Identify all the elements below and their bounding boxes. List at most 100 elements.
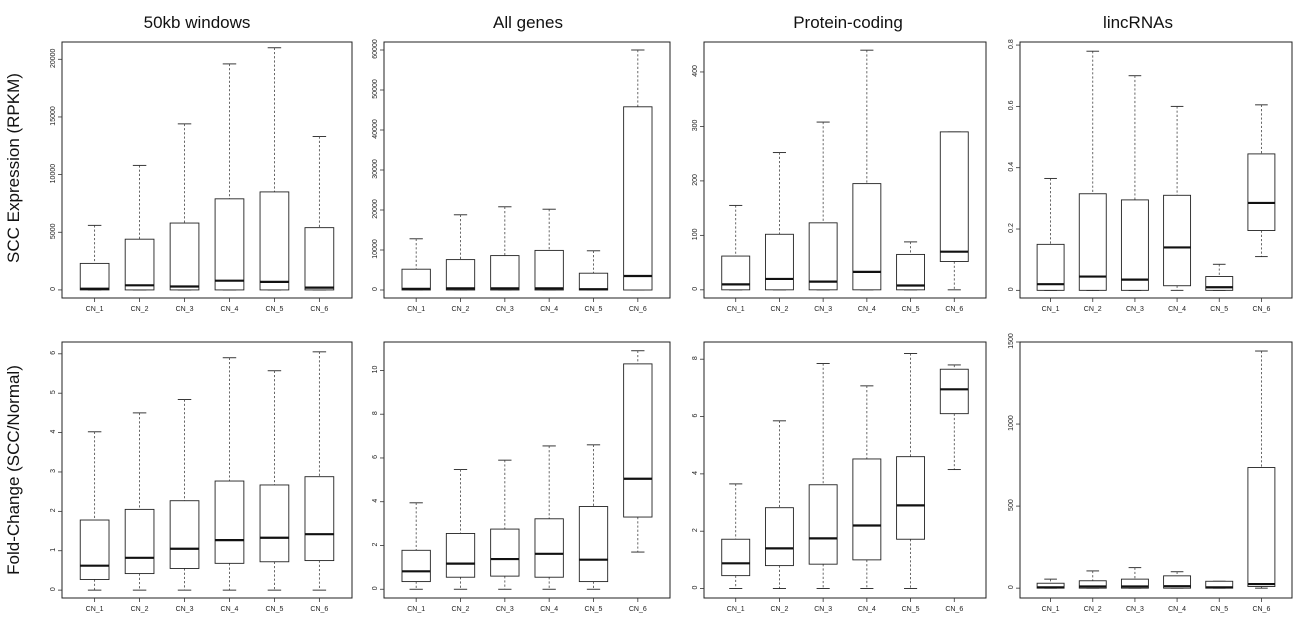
box-iqr bbox=[1247, 153, 1276, 232]
box-iqr bbox=[79, 519, 110, 580]
y-tick-label: 0.6 bbox=[1008, 100, 1015, 110]
y-tick-label: 10000 bbox=[50, 164, 57, 184]
plot-frame bbox=[383, 341, 671, 599]
x-tick-label: CN_3 bbox=[1126, 306, 1144, 313]
x-tick-label: CN_1 bbox=[727, 306, 745, 313]
box-iqr bbox=[1247, 467, 1276, 587]
y-tick-label: 0 bbox=[372, 586, 379, 590]
box-CN_5 bbox=[578, 444, 609, 590]
x-tick-label: CN_2 bbox=[452, 306, 470, 313]
y-tick-label: 100 bbox=[692, 228, 699, 240]
box-iqr bbox=[259, 484, 290, 563]
box-CN_1 bbox=[79, 224, 110, 291]
box-CN_3 bbox=[1120, 567, 1149, 589]
x-tick-label: CN_2 bbox=[1084, 606, 1102, 613]
x-tick-label: CN_1 bbox=[407, 606, 425, 613]
y-tick-label: 1 bbox=[50, 548, 57, 552]
box-CN_6 bbox=[623, 350, 653, 553]
x-tick-label: CN_5 bbox=[265, 606, 283, 613]
box-iqr bbox=[896, 253, 926, 291]
box-CN_3 bbox=[808, 121, 838, 291]
y-tick-label: 0 bbox=[692, 287, 699, 291]
y-tick-label: 0.4 bbox=[1008, 162, 1015, 172]
plot-frame bbox=[1019, 41, 1293, 299]
panel-6: 0 2 4 6 8 10 CN_1 CN_2 CN_3 CN_4 CN_5 CN_6 bbox=[372, 341, 671, 613]
box-iqr bbox=[896, 456, 926, 540]
box-CN_5 bbox=[259, 370, 290, 591]
x-tick-label: CN_5 bbox=[902, 306, 920, 313]
x-tick-label: CN_2 bbox=[131, 306, 149, 313]
y-tick-label: 6 bbox=[50, 351, 57, 355]
box-iqr bbox=[401, 549, 431, 583]
x-tick-label: CN_4 bbox=[540, 606, 558, 613]
y-tick-label: 50000 bbox=[372, 79, 379, 99]
box-iqr bbox=[939, 131, 969, 262]
panel-7: 0 2 4 6 8 CN_1 CN_2 CN_3 CN_4 CN_5 CN_6 bbox=[692, 341, 987, 613]
box-CN_2 bbox=[445, 214, 476, 291]
y-tick-label: 0 bbox=[50, 287, 57, 291]
box-iqr bbox=[1163, 194, 1192, 287]
y-tick-label: 40000 bbox=[372, 119, 379, 139]
box-CN_2 bbox=[124, 412, 155, 591]
y-tick-label: 5 bbox=[50, 390, 57, 394]
plot-frame bbox=[61, 341, 353, 599]
x-tick-label: CN_4 bbox=[540, 306, 558, 313]
box-CN_2 bbox=[445, 469, 476, 590]
x-tick-label: CN_4 bbox=[858, 606, 876, 613]
box-CN_5 bbox=[896, 353, 926, 589]
box-iqr bbox=[721, 538, 751, 577]
x-tick-label: CN_3 bbox=[1126, 606, 1144, 613]
y-tick-label: 10 bbox=[372, 365, 379, 373]
y-tick-label: 10000 bbox=[372, 239, 379, 259]
box-CN_3 bbox=[1120, 75, 1149, 291]
x-tick-label: CN_2 bbox=[770, 306, 788, 313]
x-tick-label: CN_6 bbox=[1252, 606, 1270, 613]
x-tick-label: CN_2 bbox=[770, 606, 788, 613]
box-CN_3 bbox=[169, 123, 200, 291]
y-tick-label: 1000 bbox=[1008, 415, 1015, 431]
box-CN_3 bbox=[490, 459, 520, 590]
row-label-fold-change: Fold-Change (SCC/Normal) bbox=[4, 365, 23, 575]
x-tick-label: CN_3 bbox=[176, 606, 194, 613]
y-tick-label: 15000 bbox=[50, 106, 57, 126]
x-tick-label: CN_4 bbox=[221, 606, 239, 613]
box-iqr bbox=[764, 233, 794, 291]
plot-frame bbox=[703, 341, 987, 599]
y-tick-label: 30000 bbox=[372, 159, 379, 179]
box-CN_4 bbox=[852, 385, 882, 589]
y-tick-label: 4 bbox=[692, 471, 699, 475]
x-tick-label: CN_4 bbox=[1168, 306, 1186, 313]
x-tick-label: CN_6 bbox=[310, 306, 328, 313]
x-tick-label: CN_6 bbox=[310, 606, 328, 613]
x-tick-label: CN_3 bbox=[176, 306, 194, 313]
y-tick-label: 0 bbox=[372, 287, 379, 291]
column-title-50kb-windows: 50kb windows bbox=[144, 13, 251, 32]
box-iqr bbox=[578, 272, 609, 291]
y-tick-label: 6 bbox=[692, 413, 699, 417]
box-iqr bbox=[1120, 578, 1149, 589]
box-iqr bbox=[534, 518, 564, 578]
box-CN_2 bbox=[124, 164, 155, 291]
box-CN_1 bbox=[401, 502, 431, 590]
plot-frame bbox=[1019, 341, 1293, 599]
box-iqr bbox=[169, 500, 200, 569]
box-CN_4 bbox=[214, 63, 245, 291]
x-tick-label: CN_5 bbox=[902, 606, 920, 613]
x-tick-label: CN_4 bbox=[858, 306, 876, 313]
box-iqr bbox=[1036, 243, 1065, 291]
box-CN_2 bbox=[764, 152, 794, 291]
x-tick-label: CN_3 bbox=[496, 606, 514, 613]
y-tick-label: 8 bbox=[692, 356, 699, 360]
box-iqr bbox=[623, 363, 653, 518]
x-tick-label: CN_6 bbox=[945, 606, 963, 613]
box-CN_1 bbox=[721, 204, 751, 291]
box-CN_5 bbox=[578, 250, 609, 291]
box-CN_6 bbox=[939, 364, 969, 471]
panel-5: 0 1 2 3 4 5 6 CN_1 CN_2 CN_3 CN_4 CN_5 CN_6 bbox=[50, 341, 353, 613]
y-tick-label: 2 bbox=[50, 508, 57, 512]
box-CN_2 bbox=[1078, 570, 1107, 589]
x-tick-label: CN_5 bbox=[585, 606, 603, 613]
panel-2: 0 10000 20000 30000 40000 50000 60000 CN_1 CN_2 C… bbox=[372, 39, 671, 313]
box-iqr bbox=[808, 222, 838, 291]
